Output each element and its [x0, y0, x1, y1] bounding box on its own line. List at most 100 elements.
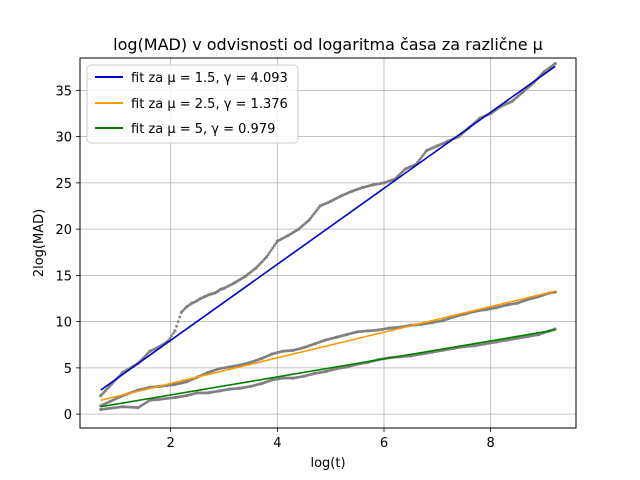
- data-point: [211, 292, 215, 295]
- data-point: [471, 344, 475, 348]
- data-point: [145, 353, 148, 357]
- data-point: [181, 309, 185, 312]
- data-point: [263, 257, 267, 260]
- data-point: [279, 376, 283, 380]
- data-point: [179, 310, 183, 314]
- legend-box: [86, 64, 299, 144]
- data-point: [322, 370, 326, 374]
- data-point: [314, 210, 317, 214]
- data-point: [514, 301, 518, 305]
- data-point: [272, 244, 276, 248]
- y-tick-label: 25: [55, 177, 72, 192]
- data-point: [552, 63, 555, 67]
- data-point: [333, 336, 336, 340]
- data-point: [156, 398, 160, 401]
- data-point: [312, 212, 316, 216]
- data-point: [434, 145, 438, 148]
- data-point: [525, 335, 528, 339]
- data-point: [208, 292, 212, 296]
- data-point: [290, 376, 294, 380]
- data-point: [439, 319, 443, 323]
- data-point: [266, 253, 270, 257]
- data-point: [258, 382, 262, 386]
- x-tick-label: 2: [167, 436, 175, 451]
- data-point: [205, 294, 209, 298]
- data-point: [343, 333, 347, 337]
- data-point: [247, 385, 251, 389]
- data-point: [268, 250, 272, 254]
- data-point: [290, 349, 294, 352]
- data-point: [175, 324, 178, 328]
- legend-label-mu-5: fit za μ = 5, γ = 0.979: [131, 122, 275, 137]
- data-point: [359, 186, 363, 190]
- data-point: [402, 169, 406, 172]
- data-point: [231, 282, 235, 285]
- data-point: [333, 367, 336, 371]
- data-point: [221, 287, 224, 291]
- legend-label-mu-1-5: fit za μ = 1.5, γ = 4.093: [131, 71, 288, 86]
- data-point: [519, 92, 523, 95]
- data-point: [285, 234, 288, 238]
- data-point: [295, 228, 299, 232]
- y-tick-label: 5: [64, 362, 72, 377]
- data-point: [215, 290, 218, 294]
- data-point: [237, 363, 240, 367]
- data-point: [420, 155, 424, 158]
- data-point: [311, 372, 315, 376]
- data-point: [215, 367, 219, 371]
- x-axis-label: log(t): [310, 456, 345, 471]
- data-point: [301, 346, 304, 350]
- data-point: [215, 389, 219, 393]
- data-point: [535, 333, 539, 337]
- data-point: [146, 399, 150, 403]
- fit-line-series-2: [100, 329, 556, 408]
- x-tick-label: 8: [487, 436, 495, 451]
- data-point: [168, 337, 172, 340]
- data-point: [503, 338, 507, 342]
- data-point: [311, 342, 315, 346]
- data-point: [269, 248, 273, 252]
- data-point: [194, 391, 198, 395]
- data-point: [429, 321, 432, 325]
- data-point: [349, 190, 352, 194]
- data-point: [370, 183, 374, 187]
- data-point: [205, 371, 208, 375]
- data-point: [271, 246, 275, 250]
- y-axis-label: 2log(MAD): [32, 209, 47, 277]
- data-point: [301, 375, 304, 378]
- data-point: [183, 380, 187, 384]
- data-point: [188, 302, 192, 306]
- data-point: [171, 396, 175, 400]
- data-point: [135, 406, 138, 409]
- data-point: [525, 298, 528, 302]
- data-point: [375, 328, 379, 332]
- data-point: [354, 330, 358, 334]
- axis-ticks: 2 4 6 8 0 5 10 15 20 25 30 35: [55, 84, 494, 451]
- data-point: [170, 334, 173, 338]
- data-point: [197, 298, 201, 301]
- data-point: [482, 342, 486, 346]
- data-point: [365, 329, 368, 333]
- data-point: [279, 350, 283, 354]
- data-point: [176, 320, 180, 324]
- data-point: [419, 157, 422, 160]
- data-point: [218, 288, 221, 292]
- data-point: [343, 365, 347, 369]
- data-point: [178, 315, 182, 319]
- x-tick-label: 4: [273, 436, 281, 451]
- data-point: [493, 306, 496, 310]
- fit-line-series-1: [100, 290, 556, 402]
- data-point: [269, 353, 272, 357]
- data-point: [514, 337, 518, 340]
- data-point: [119, 405, 123, 409]
- y-tick-label: 35: [55, 84, 72, 99]
- data-point: [201, 295, 205, 299]
- data-point: [327, 200, 331, 204]
- data-point: [226, 388, 230, 391]
- data-point: [493, 340, 496, 344]
- y-tick-label: 0: [64, 408, 72, 423]
- data-point: [417, 159, 421, 162]
- data-point: [309, 216, 313, 220]
- y-tick-label: 15: [55, 269, 72, 284]
